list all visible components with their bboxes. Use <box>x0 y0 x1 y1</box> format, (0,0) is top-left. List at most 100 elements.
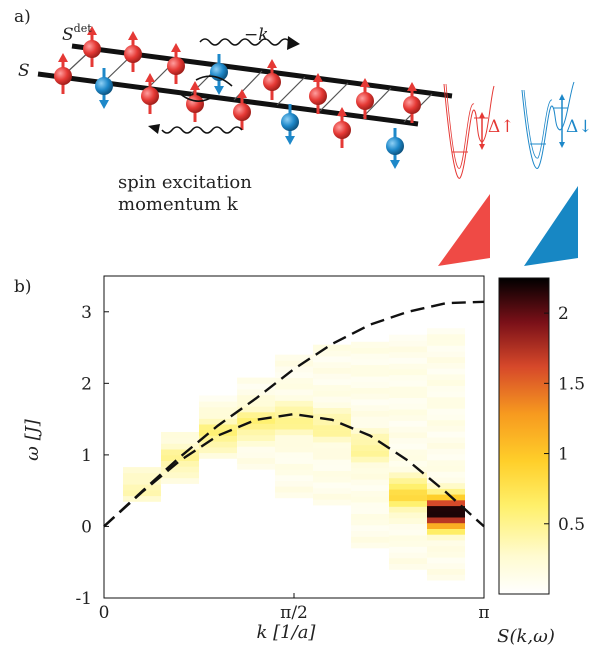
heatmap-cell <box>427 557 465 564</box>
heatmap-cell <box>427 356 465 363</box>
heatmap-cell <box>427 339 465 346</box>
heatmap-cell <box>237 417 276 424</box>
heatmap-cell <box>275 486 313 493</box>
heatmap-cell <box>389 437 427 444</box>
heatmap-cell <box>351 341 389 348</box>
heatmap-cell <box>313 464 351 471</box>
heatmap-cell <box>351 519 389 526</box>
heatmap-cell <box>389 380 427 387</box>
heatmap-cell <box>389 460 427 467</box>
heatmap-cell <box>427 351 465 358</box>
heatmap-cell <box>161 477 199 484</box>
heatmap-cell <box>313 407 351 414</box>
heatmap-cell <box>275 360 313 367</box>
heatmap-cell <box>161 466 199 473</box>
heatmap-cell <box>351 399 389 406</box>
heatmap-cell <box>351 439 389 446</box>
heatmap-cell <box>427 511 465 518</box>
panel-a: a) <box>14 7 592 266</box>
heatmap-cell <box>389 432 427 439</box>
heatmap-cell <box>351 473 389 480</box>
spin-up <box>263 59 281 100</box>
colorbar-frame <box>498 277 550 595</box>
heatmap-cell <box>389 506 427 513</box>
heatmap-cell <box>237 452 276 459</box>
heatmap-cell <box>275 423 313 430</box>
exchange-arrow <box>177 91 215 102</box>
heatmap-cell <box>199 429 237 436</box>
x-axis-label: k [1/a] <box>257 622 317 643</box>
heatmap-cell <box>199 395 237 402</box>
heatmap-cell <box>275 434 313 441</box>
heatmap-cell <box>313 413 351 420</box>
heatmap-cell <box>313 453 351 460</box>
heatmap-cell <box>237 463 276 470</box>
heatmap-cell <box>313 419 351 426</box>
heatmap-cell <box>427 368 465 375</box>
exchange-arrow <box>195 75 233 87</box>
spin-down <box>281 104 299 145</box>
heatmap-cell <box>351 456 389 463</box>
s-label: S <box>18 61 30 81</box>
heatmap-cell <box>275 417 313 424</box>
heatmap-cell <box>351 484 389 491</box>
heatmap-cell <box>351 444 389 451</box>
heatmap-cell <box>389 397 427 404</box>
heatmap-cell <box>313 459 351 466</box>
heatmap-cell <box>237 457 276 464</box>
heatmap-cell <box>351 490 389 497</box>
heatmap-cell <box>427 522 465 529</box>
heatmap-cell <box>199 424 237 431</box>
heatmap-cell <box>237 406 276 413</box>
heatmap-cell <box>123 484 161 491</box>
heatmap-cell <box>427 396 465 403</box>
x-tick-label: π <box>478 603 489 623</box>
colorbar-tick-label: 2 <box>558 304 569 324</box>
heatmap-cell <box>427 477 465 484</box>
heatmap-cell <box>313 373 351 380</box>
heatmap-cell <box>427 334 465 341</box>
heatmap-cell <box>275 463 313 470</box>
heatmap-cell <box>313 367 351 374</box>
heatmap-cell <box>389 346 427 353</box>
heatmap-cell <box>427 482 465 489</box>
caption-line-2: momentum k <box>118 194 239 215</box>
heatmap-cell <box>389 472 427 479</box>
heatmap-cell <box>275 457 313 464</box>
heatmap-cell <box>275 469 313 476</box>
heatmap-cell <box>351 376 389 383</box>
spin-up <box>124 31 142 72</box>
heatmap-cell <box>275 400 313 407</box>
heatmap-cell <box>275 440 313 447</box>
heatmap-cell <box>427 568 465 575</box>
heatmap-cell <box>351 404 389 411</box>
heatmap-cell <box>389 535 427 542</box>
heatmap-cell <box>427 345 465 352</box>
heatmap-cell <box>351 364 389 371</box>
heatmap-cell <box>275 446 313 453</box>
spin-up <box>167 43 185 84</box>
heatmap-cell <box>389 546 427 553</box>
heatmap-cell <box>389 420 427 427</box>
heatmap-cell <box>275 366 313 373</box>
colorbar-ticks: 2 1.5 1 0.5 <box>544 304 585 535</box>
heatmap-cell <box>199 406 237 413</box>
spins-top <box>83 26 421 123</box>
heatmap-cell <box>351 502 389 509</box>
heatmap-cell <box>389 386 427 393</box>
heatmap-cell <box>313 396 351 403</box>
heatmap-cell <box>389 363 427 370</box>
spin-up <box>83 26 101 67</box>
heatmap-cell <box>199 452 237 459</box>
colorbar-tick-label: 0.5 <box>558 515 585 535</box>
heatmap-cell <box>237 440 276 447</box>
heatmap-cell <box>351 507 389 514</box>
heatmap-cell <box>275 406 313 413</box>
heatmap-cell <box>161 443 199 450</box>
heatmap-cell <box>389 357 427 364</box>
heatmap-cell <box>351 467 389 474</box>
heatmap-cell <box>237 446 276 453</box>
heatmap-cell <box>427 459 465 466</box>
heatmap-cell <box>199 441 237 448</box>
heatmap-cell <box>237 400 276 407</box>
